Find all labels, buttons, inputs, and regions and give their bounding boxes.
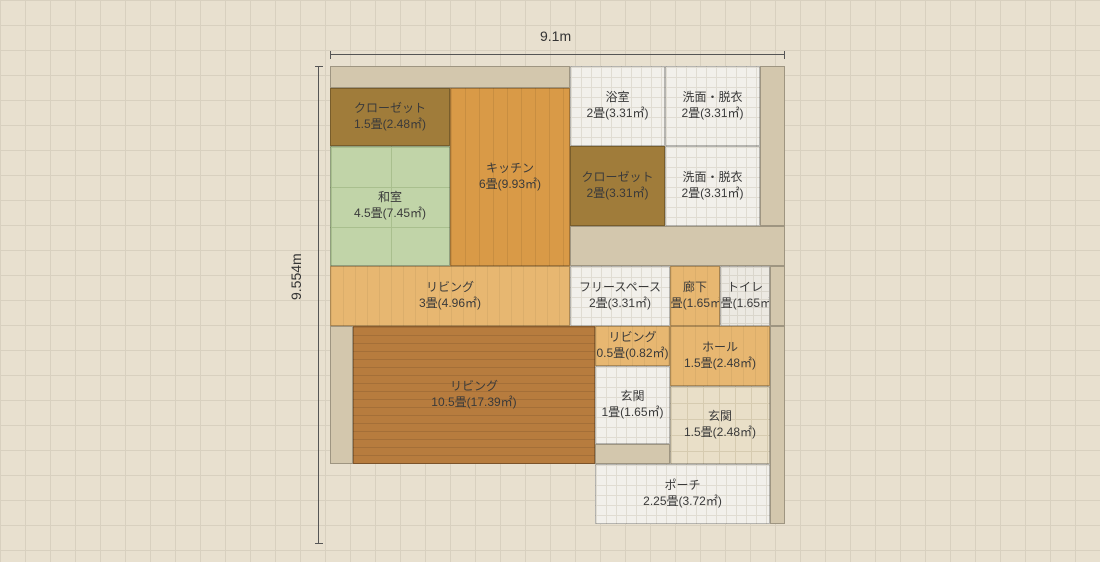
room-name: ホール bbox=[702, 340, 738, 356]
room-area: 1.5畳(2.48㎡) bbox=[684, 356, 756, 372]
room-genkan15: 玄関1.5畳(2.48㎡) bbox=[670, 386, 770, 464]
room-washitsu: 和室4.5畳(7.45㎡) bbox=[330, 146, 450, 266]
room-area: 0.5畳(0.82㎡) bbox=[596, 346, 668, 362]
room-area: 1畳(1.65㎡) bbox=[601, 405, 663, 421]
room-name: トイレ bbox=[727, 280, 763, 296]
room-corridor: 廊下1畳(1.65㎡) bbox=[670, 266, 720, 326]
room-pad-left-bottom bbox=[330, 326, 353, 464]
room-area: 1.5畳(2.48㎡) bbox=[354, 117, 426, 133]
room-pad-r3 bbox=[770, 326, 785, 524]
room-porch: ポーチ2.25畳(3.72㎡) bbox=[595, 464, 770, 524]
room-kitchen: キッチン6畳(9.93㎡) bbox=[450, 88, 570, 266]
room-area: 2.25畳(3.72㎡) bbox=[643, 494, 722, 510]
room-toilet: トイレ1畳(1.65㎡) bbox=[720, 266, 770, 326]
room-pad-mid-right bbox=[570, 226, 785, 266]
room-name: 玄関 bbox=[620, 389, 644, 405]
room-genkan1: 玄関1畳(1.65㎡) bbox=[595, 366, 670, 444]
dim-width-label: 9.1m bbox=[540, 28, 571, 44]
room-name: リビング bbox=[608, 330, 656, 346]
room-living105: リビング10.5畳(17.39㎡) bbox=[353, 326, 595, 464]
room-name: フリースペース bbox=[579, 280, 661, 296]
room-area: 3畳(4.96㎡) bbox=[419, 296, 481, 312]
room-pad-r2 bbox=[770, 266, 785, 326]
room-washroom2: 洗面・脱衣2畳(3.31㎡) bbox=[665, 146, 760, 226]
room-area: 10.5畳(17.39㎡) bbox=[431, 395, 516, 411]
room-area: 2畳(3.31㎡) bbox=[589, 296, 651, 312]
room-area: 1.5畳(2.48㎡) bbox=[684, 425, 756, 441]
room-hall: ホール1.5畳(2.48㎡) bbox=[670, 326, 770, 386]
room-name: リビング bbox=[450, 379, 498, 395]
room-name: 玄関 bbox=[708, 409, 732, 425]
room-area: 6畳(9.93㎡) bbox=[479, 177, 541, 193]
room-living3: リビング3畳(4.96㎡) bbox=[330, 266, 570, 326]
room-bathroom: 浴室2畳(3.31㎡) bbox=[570, 66, 665, 146]
room-name: 廊下 bbox=[683, 280, 707, 296]
room-living05: リビング0.5畳(0.82㎡) bbox=[595, 326, 670, 366]
room-area: 4.5畳(7.45㎡) bbox=[354, 206, 426, 222]
room-area: 1畳(1.65㎡) bbox=[720, 296, 770, 312]
dim-height-line bbox=[318, 66, 319, 544]
room-name: ポーチ bbox=[664, 478, 700, 494]
room-pad-bottom-left bbox=[595, 444, 670, 464]
room-name: 和室 bbox=[378, 190, 402, 206]
floor-plan: クローゼット1.5畳(2.48㎡)浴室2畳(3.31㎡)洗面・脱衣2畳(3.31… bbox=[330, 66, 785, 544]
room-name: クローゼット bbox=[354, 101, 426, 117]
room-area: 2畳(3.31㎡) bbox=[586, 186, 648, 202]
room-area: 2畳(3.31㎡) bbox=[586, 106, 648, 122]
room-area: 2畳(3.31㎡) bbox=[681, 106, 743, 122]
room-area: 1畳(1.65㎡) bbox=[670, 296, 720, 312]
room-pad-top-right bbox=[760, 66, 785, 226]
room-name: キッチン bbox=[486, 161, 534, 177]
room-name: 浴室 bbox=[605, 90, 629, 106]
room-name: 洗面・脱衣 bbox=[682, 90, 742, 106]
room-pad-top bbox=[330, 66, 570, 88]
room-area: 2畳(3.31㎡) bbox=[681, 186, 743, 202]
room-closet2: クローゼット2畳(3.31㎡) bbox=[570, 146, 665, 226]
room-washroom1: 洗面・脱衣2畳(3.31㎡) bbox=[665, 66, 760, 146]
room-name: リビング bbox=[426, 280, 474, 296]
room-name: 洗面・脱衣 bbox=[682, 170, 742, 186]
room-name: クローゼット bbox=[581, 170, 653, 186]
dim-width-line bbox=[330, 54, 785, 55]
room-closet1: クローゼット1.5畳(2.48㎡) bbox=[330, 88, 450, 146]
dim-height-label: 9.554m bbox=[288, 253, 304, 300]
room-freespace: フリースペース2畳(3.31㎡) bbox=[570, 266, 670, 326]
